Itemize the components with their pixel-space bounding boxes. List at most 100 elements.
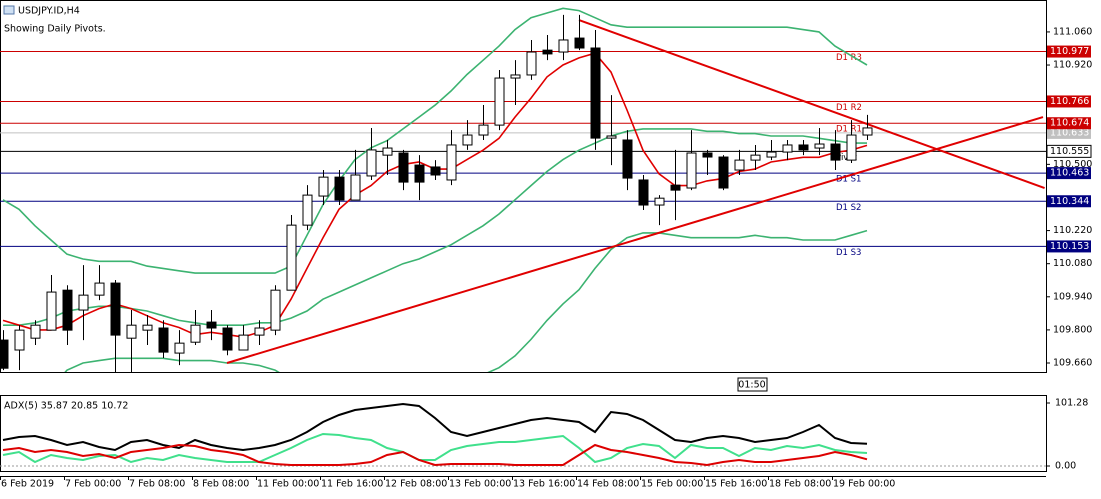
candle-body xyxy=(126,324,137,339)
candle-body xyxy=(158,327,169,353)
candle-body xyxy=(798,144,809,151)
candle-body xyxy=(782,144,793,153)
adx-line xyxy=(2,432,868,464)
y-tick-label: 109.660 xyxy=(1053,358,1092,369)
candle-body xyxy=(190,324,201,343)
candle-body xyxy=(254,327,265,336)
x-tick-label: 6 Feb 2019 xyxy=(1,479,54,490)
candle-body xyxy=(414,164,425,183)
x-tick-label: 7 Feb 00:00 xyxy=(65,479,121,490)
candle-body xyxy=(686,152,697,189)
candle-body xyxy=(302,194,313,226)
x-tick-label: 15 Feb 00:00 xyxy=(641,479,703,490)
pivot-box xyxy=(1047,95,1091,108)
candle-body xyxy=(590,47,601,139)
candle-body xyxy=(718,156,729,189)
candle-body xyxy=(334,176,345,201)
x-tick-label: 13 Feb 00:00 xyxy=(449,479,511,490)
x-tick-label: 13 Feb 16:00 xyxy=(513,479,575,490)
x-tick-label: 12 Feb 08:00 xyxy=(385,479,447,490)
main-panel xyxy=(0,0,1047,373)
candle-body xyxy=(638,179,649,206)
pivot-value: 110.463 xyxy=(1050,168,1089,179)
candle-body xyxy=(142,324,153,331)
x-tick-label: 14 Feb 08:00 xyxy=(577,479,639,490)
candle-body xyxy=(654,197,665,206)
candle-body xyxy=(510,74,521,79)
candle-body xyxy=(558,39,569,53)
candle-body xyxy=(62,289,73,331)
candle-body xyxy=(238,334,249,351)
y-tick-label: 111.060 xyxy=(1053,26,1092,37)
candle-body xyxy=(814,143,825,149)
x-tick-label: 11 Feb 00:00 xyxy=(257,479,319,490)
candle-body xyxy=(542,49,553,55)
y-tick-label: 110.920 xyxy=(1053,60,1092,71)
candle-body xyxy=(270,289,281,331)
trend-line xyxy=(226,116,1044,364)
pivot-value: 110.555 xyxy=(1050,146,1089,157)
candle-body xyxy=(46,291,57,331)
candle-body xyxy=(862,127,873,136)
x-tick-label: 19 Feb 00:00 xyxy=(833,479,895,490)
candle-body xyxy=(574,37,585,49)
y-tick-label: 110.080 xyxy=(1053,258,1092,269)
trend-line xyxy=(578,19,1045,189)
time-box xyxy=(737,377,768,392)
indicator-line xyxy=(2,7,868,274)
bid-label: 110.633 xyxy=(1050,127,1089,138)
pivot-value: 110.344 xyxy=(1050,196,1089,207)
candle-body xyxy=(846,134,857,161)
pivot-box xyxy=(1047,117,1091,130)
adx-line xyxy=(2,402,868,452)
candle-body xyxy=(702,152,713,158)
x-tick-label: 18 Feb 08:00 xyxy=(769,479,831,490)
pivot-value: 110.674 xyxy=(1050,118,1089,129)
candle-body xyxy=(526,51,537,76)
pivot-name: D1 R2 xyxy=(836,103,862,113)
candle-body xyxy=(478,124,489,136)
pivot-value: 110.153 xyxy=(1050,241,1089,252)
y-tick-label: 109.800 xyxy=(1053,324,1092,335)
candle-body xyxy=(830,143,841,161)
pivot-box xyxy=(1046,144,1092,158)
indicator-line xyxy=(3,128,867,326)
candle-body xyxy=(110,282,121,336)
candle-body xyxy=(286,224,297,291)
x-tick-label: 8 Feb 08:00 xyxy=(193,479,249,490)
pivot-box xyxy=(1047,167,1091,180)
candle-body xyxy=(766,151,777,158)
candle-body xyxy=(94,282,105,296)
pivot-value: 110.766 xyxy=(1050,96,1089,107)
adx-title: ADX(5) 35.87 20.85 10.72 xyxy=(4,401,128,412)
candle-body xyxy=(0,339,9,369)
pivot-name: D1 S3 xyxy=(836,248,861,258)
candle-body xyxy=(606,135,617,139)
y-tick-label: 109.940 xyxy=(1053,291,1092,302)
candle-body xyxy=(206,321,217,329)
pivot-name: D1 R3 xyxy=(836,53,862,63)
adx-panel xyxy=(0,395,1047,472)
pivot-box xyxy=(1047,195,1091,208)
adx-line xyxy=(2,443,868,467)
candle-body xyxy=(78,294,89,311)
candle-body xyxy=(462,134,473,146)
chart-title: USDJPY.ID,H4 xyxy=(18,6,80,17)
pivot-name: D1 S1 xyxy=(836,175,861,185)
time-label: 01:50 xyxy=(738,380,765,391)
window-icon xyxy=(3,5,15,15)
candle-body xyxy=(382,147,393,156)
pivot-value: 110.977 xyxy=(1050,46,1089,57)
candle-body xyxy=(366,149,377,177)
x-tick-label: 7 Feb 08:00 xyxy=(129,479,185,490)
candle-body xyxy=(350,174,361,201)
pivot-name: D1 S2 xyxy=(836,203,861,213)
x-tick-label: 11 Feb 16:00 xyxy=(321,479,383,490)
chart-subtitle: Showing Daily Pivots. xyxy=(4,24,106,35)
candle-body xyxy=(318,176,329,197)
candle-body xyxy=(734,159,745,171)
x-tick-label: 15 Feb 16:00 xyxy=(705,479,767,490)
